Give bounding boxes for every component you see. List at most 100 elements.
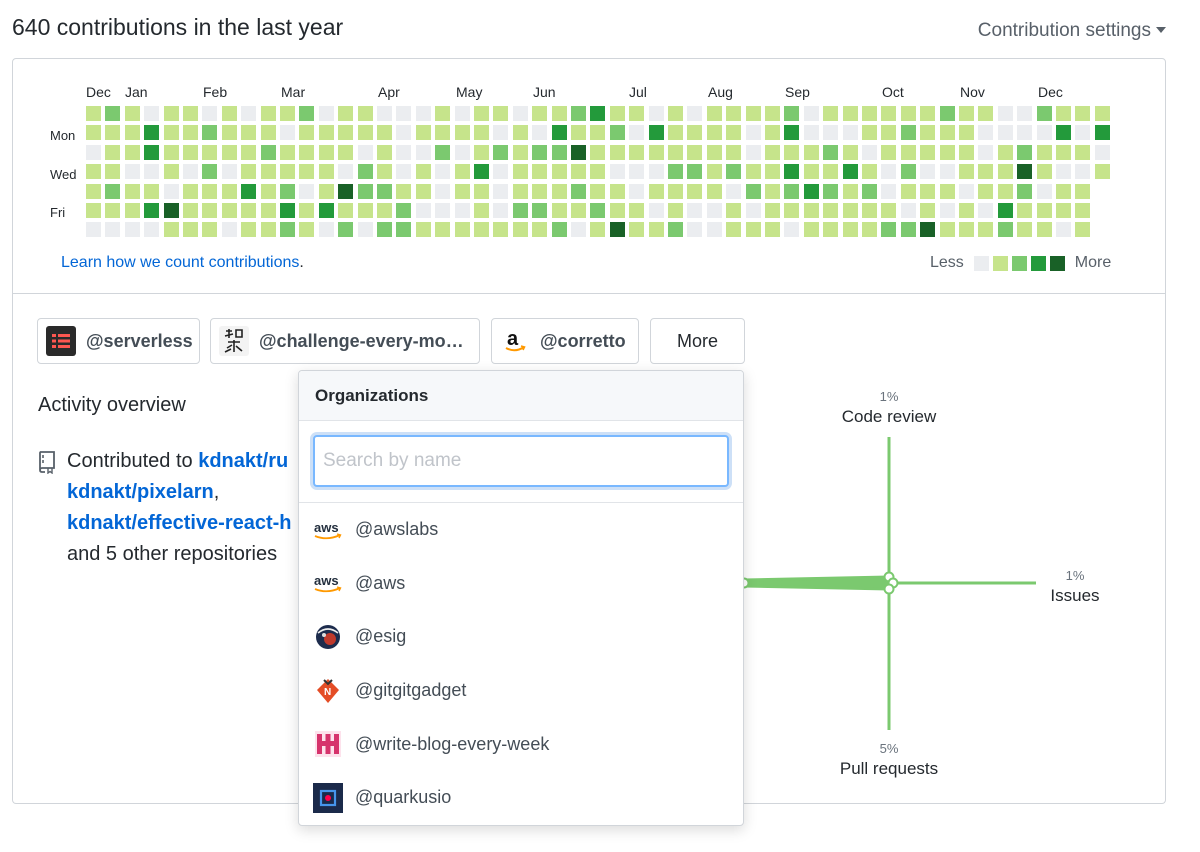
calendar-day-cell xyxy=(202,144,218,160)
dropdown-item-awslabs[interactable]: aws @awslabs xyxy=(299,503,743,557)
calendar-day-cell xyxy=(1036,183,1052,199)
code-review-label: Code review xyxy=(841,407,937,426)
calendar-day-cell xyxy=(435,164,451,180)
repo-link[interactable]: kdnakt/effective-react-h xyxy=(67,512,292,534)
calendar-day-cell xyxy=(920,203,936,218)
dropdown-item-write-blog-every-week[interactable]: @write-blog-every-week xyxy=(299,717,743,771)
calendar-day-cell xyxy=(299,106,315,121)
calendar-day-cell xyxy=(1036,144,1052,160)
calendar-day-cell xyxy=(687,183,703,199)
calendar-day-cell xyxy=(493,106,509,121)
calendar-day-cell xyxy=(221,222,237,238)
day-label-mon: Mon xyxy=(50,128,76,143)
repo-link[interactable]: kdnakt/pixelarn xyxy=(67,481,214,503)
calendar-day-cell xyxy=(881,183,897,199)
calendar-day-cell xyxy=(978,125,994,141)
calendar-day-cell xyxy=(609,164,625,180)
calendar-day-cell xyxy=(551,125,567,141)
calendar-day-cell xyxy=(939,222,955,238)
radar-point-pull-requests xyxy=(883,583,895,595)
contribution-settings-button[interactable]: Contribution settings xyxy=(978,20,1166,42)
calendar-day-cell xyxy=(221,125,237,141)
dropdown-header: Organizations xyxy=(299,371,743,421)
quarkusio-logo-icon xyxy=(313,782,343,813)
repo-link[interactable]: kdnakt/ru xyxy=(198,450,289,472)
calendar-day-cell xyxy=(1094,164,1110,180)
calendar-day-cell xyxy=(415,106,431,121)
calendar-day-cell xyxy=(1056,125,1071,141)
calendar-day-cell xyxy=(900,106,916,121)
calendar-day-cell xyxy=(202,183,218,199)
month-label: Mar xyxy=(281,84,306,100)
day-label-fri: Fri xyxy=(50,205,66,220)
calendar-day-cell xyxy=(144,222,160,238)
calendar-day-cell xyxy=(435,144,451,160)
calendar-day-cell xyxy=(241,183,257,199)
calendar-day-cell xyxy=(571,203,586,218)
calendar-day-cell xyxy=(183,183,198,199)
calendar-day-cell xyxy=(105,125,121,141)
repo-separator: , xyxy=(213,481,220,503)
dropdown-item-esig[interactable]: @esig xyxy=(299,610,743,664)
dropdown-item-aws[interactable]: aws @aws xyxy=(299,557,743,611)
calendar-day-cell xyxy=(629,164,645,180)
calendar-day-cell xyxy=(144,183,160,199)
calendar-day-cell xyxy=(260,203,276,218)
more-orgs-button[interactable]: More xyxy=(650,318,745,364)
calendar-day-cell xyxy=(260,106,276,121)
calendar-day-cell xyxy=(435,222,451,238)
calendar-day-cell xyxy=(493,222,509,238)
calendar-day-cell xyxy=(105,106,121,121)
org-filter-challenge-every-month[interactable]: @challenge-every-mo… xyxy=(210,318,480,364)
calendar-day-cell xyxy=(668,222,683,238)
learn-how-we-count-link[interactable]: Learn how we count contributions. xyxy=(61,254,304,272)
calendar-day-cell xyxy=(396,183,412,199)
gitgitgadget-logo-icon: N xyxy=(313,676,343,706)
calendar-day-cell xyxy=(862,222,877,238)
calendar-day-cell xyxy=(144,106,160,121)
org-search-input[interactable] xyxy=(313,435,729,487)
calendar-day-cell xyxy=(706,183,722,199)
calendar-day-cell xyxy=(396,164,412,180)
calendar-day-cell xyxy=(299,222,315,238)
org-filter-corretto[interactable]: a @corretto xyxy=(491,318,639,364)
calendar-day-cell xyxy=(609,222,625,238)
calendar-day-cell xyxy=(900,144,916,160)
calendar-day-cell xyxy=(687,203,703,218)
calendar-day-cell xyxy=(454,106,470,121)
calendar-day-cell xyxy=(959,203,974,218)
calendar-day-cell xyxy=(299,164,315,180)
calendar-day-cell xyxy=(668,203,683,218)
calendar-day-cell xyxy=(493,125,509,141)
calendar-day-cell xyxy=(512,106,528,121)
org-filter-serverless[interactable]: @serverless xyxy=(37,318,200,364)
calendar-day-cell xyxy=(823,222,839,238)
calendar-day-cell xyxy=(842,203,858,218)
calendar-day-cell xyxy=(1075,203,1091,218)
dropdown-item-gitgitgadget[interactable]: N @gitgitgadget xyxy=(299,664,743,718)
calendar-day-cell xyxy=(124,203,140,218)
issues-percent: 1% xyxy=(1065,568,1085,583)
calendar-day-cell xyxy=(706,144,722,160)
calendar-day-cell xyxy=(920,222,936,238)
calendar-day-cell xyxy=(784,106,800,121)
learn-link-text: Learn how we count contributions xyxy=(61,254,300,271)
month-label: Aug xyxy=(708,84,733,100)
dropdown-item-quarkusio[interactable]: @quarkusio xyxy=(299,771,743,825)
calendar-day-cell xyxy=(280,203,295,218)
calendar-day-cell xyxy=(551,203,567,218)
calendar-day-cell xyxy=(280,125,295,141)
calendar-day-cell xyxy=(997,222,1013,238)
calendar-day-cell xyxy=(86,203,101,218)
calendar-day-cell xyxy=(765,125,780,141)
calendar-day-cell xyxy=(1056,106,1071,121)
calendar-day-cell xyxy=(803,106,819,121)
calendar-day-cell xyxy=(765,144,780,160)
calendar-day-cell xyxy=(687,144,703,160)
legend-swatch-level-0 xyxy=(973,255,989,271)
calendar-day-cell xyxy=(726,183,742,199)
amazon-logo-icon: a xyxy=(500,326,530,356)
calendar-day-cell xyxy=(881,125,897,141)
calendar-day-cell xyxy=(144,164,160,180)
calendar-day-cell xyxy=(1017,183,1033,199)
